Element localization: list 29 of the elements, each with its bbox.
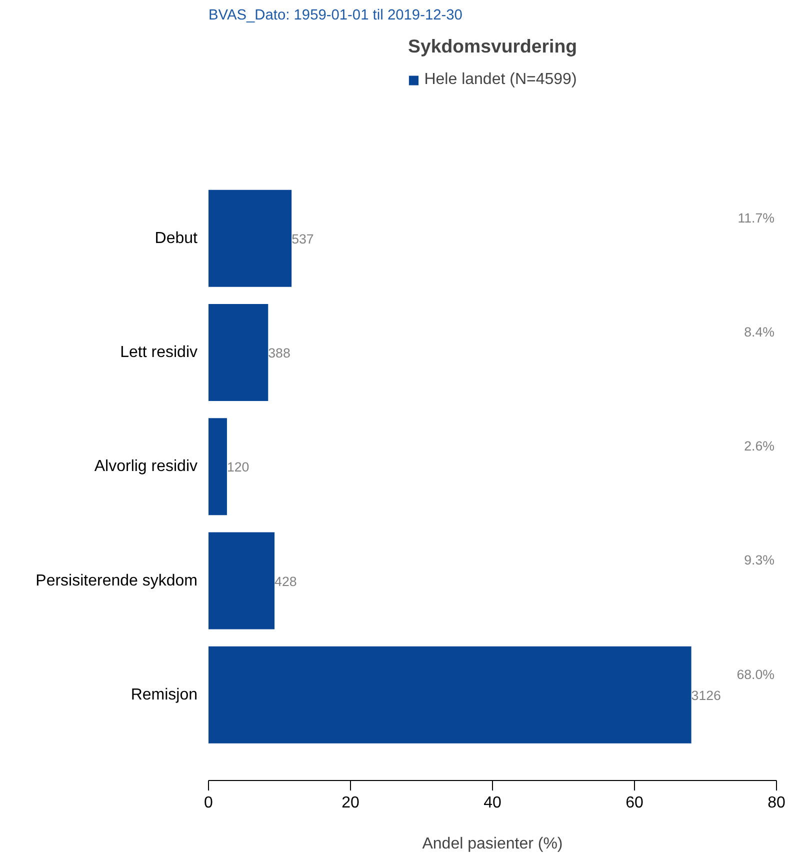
bar	[208, 418, 227, 516]
annotation: 537	[292, 231, 314, 246]
chart-title: Sykdomsvurdering	[408, 36, 578, 56]
bar	[208, 646, 692, 744]
legend-label: Hele landet (N=4599)	[424, 71, 577, 89]
x-tick-label: 80	[768, 794, 786, 812]
data-label: 11.7%	[738, 210, 775, 226]
data-label: 9.3%	[744, 552, 775, 568]
y-tick-label: Debut	[154, 230, 198, 247]
data-label: 68.0%	[736, 666, 775, 682]
y-tick-label: Lett residiv	[120, 344, 198, 362]
annotation: 3126	[691, 688, 721, 703]
x-tick-label: 60	[626, 794, 644, 812]
x-tick-label: 20	[342, 794, 360, 812]
annotation: 120	[226, 460, 250, 475]
y-tick-label: Persisiterende sykdom	[36, 572, 198, 590]
data-label: 2.6%	[744, 438, 775, 454]
x-tick-label: 0	[204, 794, 214, 812]
bar	[208, 532, 275, 630]
chart-subtitle: BVAS_Dato: 1959-01-01 til 2019-12-30	[208, 8, 462, 24]
y-tick-label: Alvorlig residiv	[94, 458, 198, 476]
data-label: 8.4%	[744, 324, 775, 340]
bar	[208, 190, 292, 287]
annotation: 428	[274, 574, 297, 589]
y-tick-label: Remisjon	[130, 686, 198, 704]
annotation: 388	[268, 346, 290, 361]
x-tick-label: 40	[484, 794, 502, 812]
bar	[208, 304, 268, 402]
x-axis-title: Andel pasienter (%)	[422, 836, 563, 852]
